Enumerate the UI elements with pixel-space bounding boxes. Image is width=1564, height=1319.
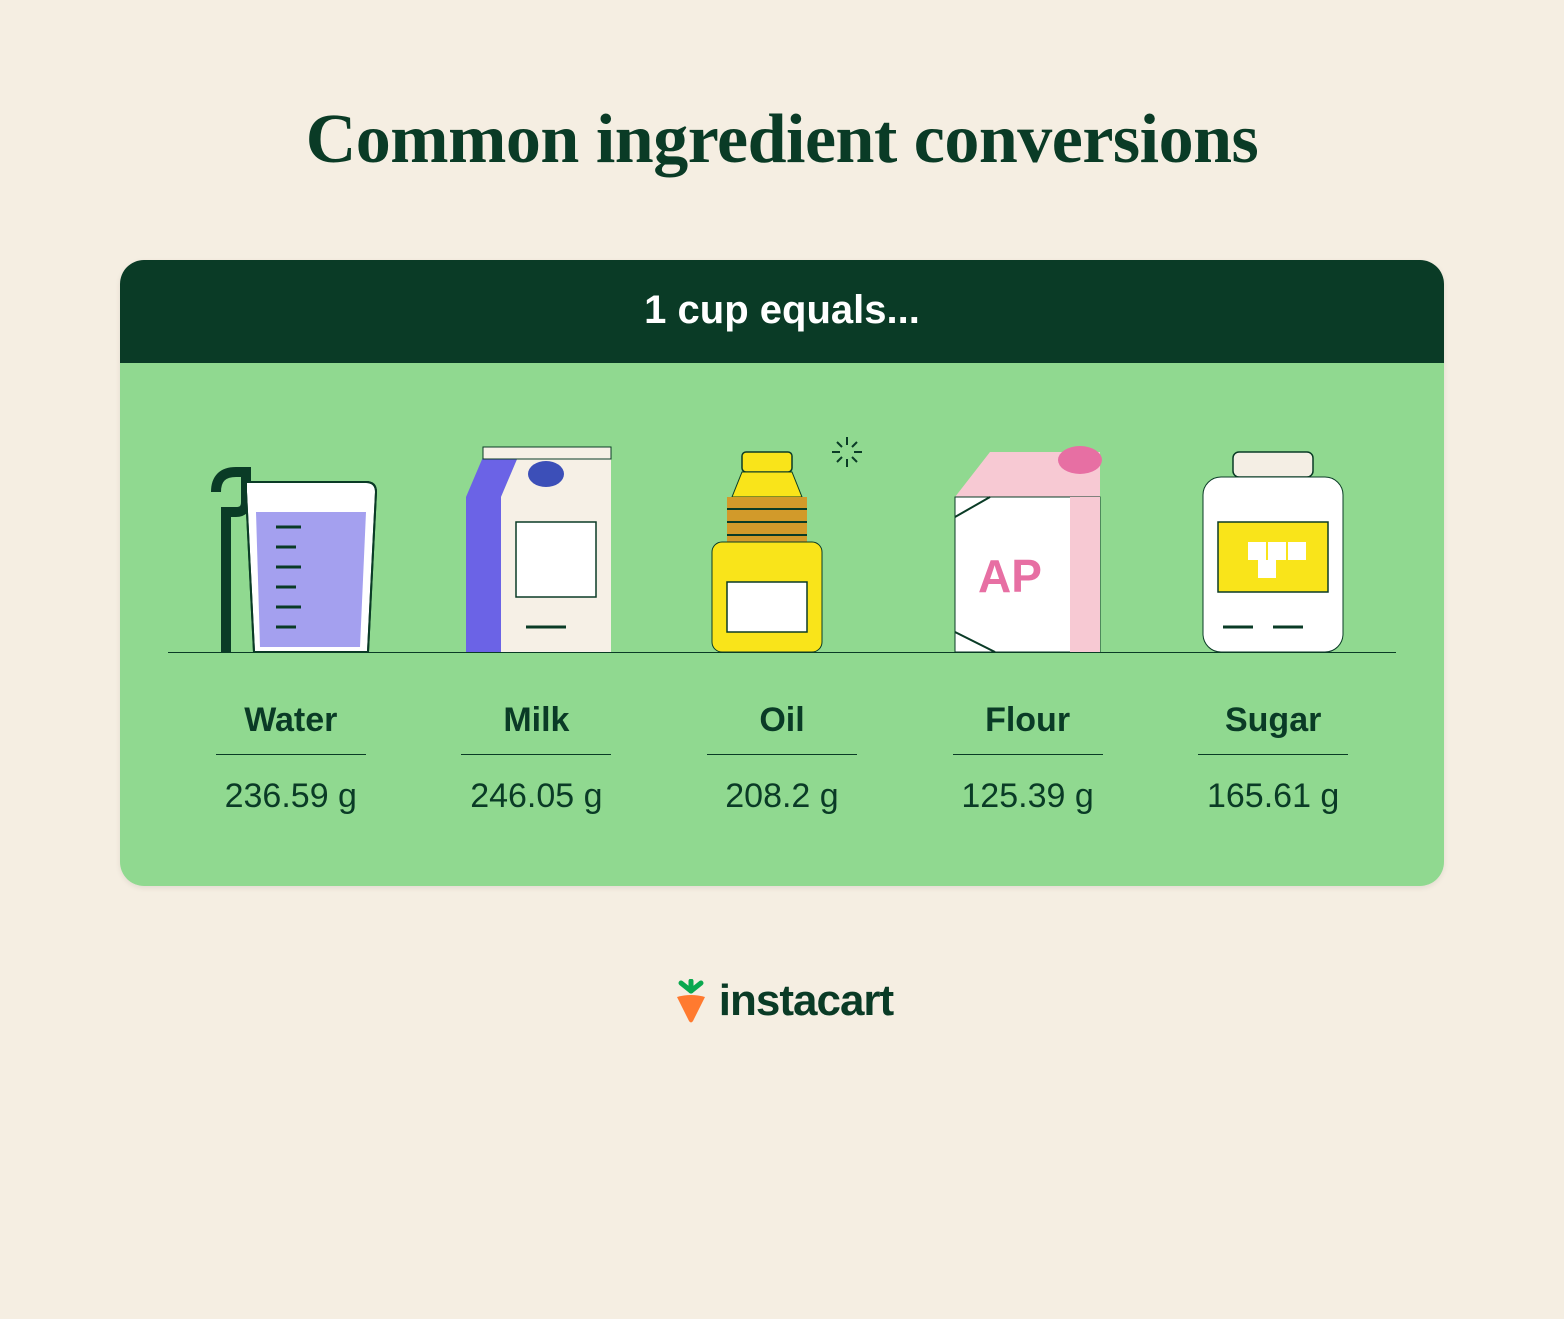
ingredient-name: Water [216, 701, 366, 755]
infographic-page: Common ingredient conversions 1 cup equa… [0, 0, 1564, 1086]
label-sugar: Sugar 165.61 g [1150, 701, 1396, 816]
water-jug-icon [196, 452, 386, 652]
label-flour: Flour 125.39 g [905, 701, 1151, 816]
ingredient-name: Oil [707, 701, 857, 755]
flour-label-text: AP [978, 550, 1042, 602]
brand-text: instacart [719, 976, 893, 1026]
labels-row: Water 236.59 g Milk 246.05 g Oil 208.2 g… [168, 701, 1396, 816]
icon-flour: AP [905, 433, 1151, 652]
ingredient-name: Milk [461, 701, 611, 755]
milk-carton-icon [456, 442, 616, 652]
label-oil: Oil 208.2 g [659, 701, 905, 816]
icon-milk [414, 433, 660, 652]
ingredient-value: 246.05 g [470, 755, 602, 816]
oil-bottle-icon [697, 437, 867, 652]
card-header: 1 cup equals... [120, 260, 1444, 363]
icon-water [168, 433, 414, 652]
conversion-card: 1 cup equals... [120, 260, 1444, 886]
page-title: Common ingredient conversions [120, 100, 1444, 180]
brand-footer: instacart [120, 976, 1444, 1026]
ingredient-name: Sugar [1198, 701, 1348, 755]
label-milk: Milk 246.05 g [414, 701, 660, 816]
ingredient-value: 236.59 g [225, 755, 357, 816]
instacart-logo-icon [671, 979, 711, 1023]
sugar-jar-icon [1193, 447, 1353, 652]
icon-sugar [1150, 433, 1396, 652]
icon-oil [659, 433, 905, 652]
ingredient-value: 125.39 g [961, 755, 1093, 816]
ingredient-name: Flour [953, 701, 1103, 755]
flour-bag-icon: AP [940, 442, 1115, 652]
ingredient-value: 165.61 g [1207, 755, 1339, 816]
label-water: Water 236.59 g [168, 701, 414, 816]
icons-row: AP [168, 433, 1396, 653]
card-body: AP [120, 363, 1444, 886]
ingredient-value: 208.2 g [725, 755, 838, 816]
